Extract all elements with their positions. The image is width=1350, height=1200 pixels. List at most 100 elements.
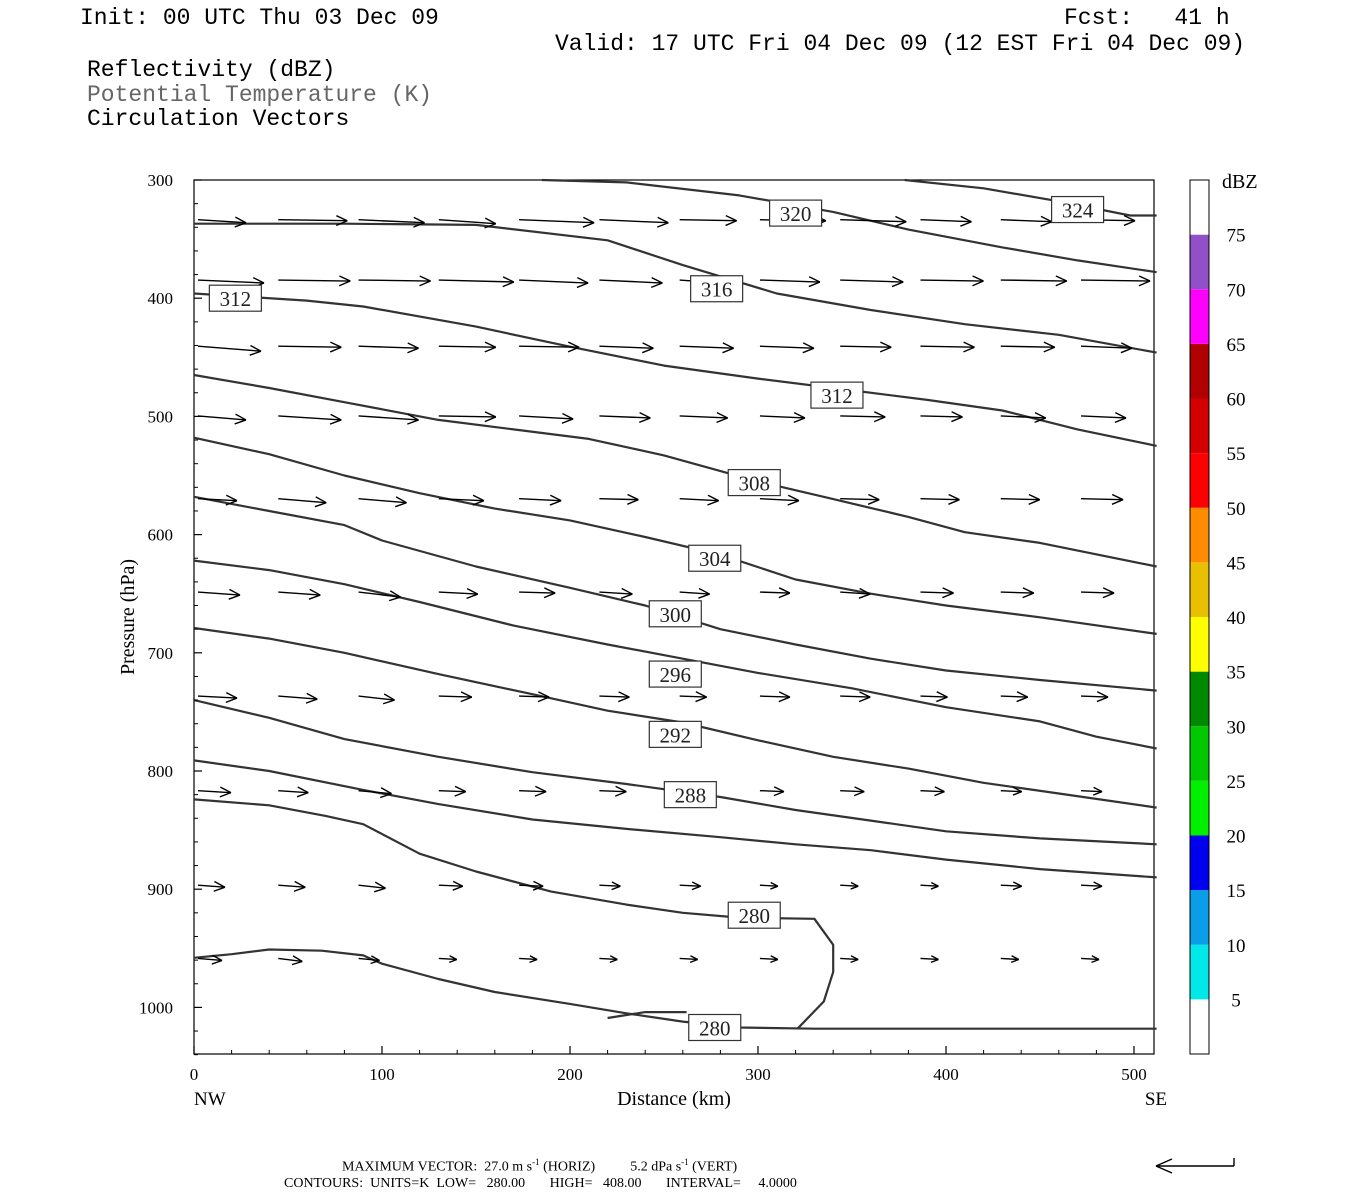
y-tick-label: 800 [148, 762, 174, 781]
colorbar-band [1190, 562, 1209, 617]
circulation-vector [197, 954, 223, 965]
circulation-vector [920, 881, 939, 890]
circulation-vector [278, 275, 351, 287]
x-tick-label: 300 [745, 1065, 771, 1084]
max-vector-line: MAXIMUM VECTOR: 27.0 m s-1 (HORIZ) 5.2 d… [342, 1158, 737, 1175]
contour-label-312: 312 [208, 284, 262, 312]
colorbar-label: 45 [1227, 553, 1246, 574]
vert-unit-exponent: -1 [681, 1157, 689, 1167]
circulation-vector [1081, 493, 1124, 505]
theta-contour-304 [193, 436, 1157, 635]
circulation-vector [197, 216, 247, 228]
circulation-vector [1000, 493, 1041, 505]
colorbar-label: 35 [1227, 663, 1246, 684]
circulation-vector [599, 785, 627, 797]
reference-vector [1155, 1158, 1235, 1174]
theta-contour-284 [193, 759, 1157, 879]
contour-label-280: 280 [688, 1013, 742, 1042]
circulation-vector [840, 691, 871, 703]
theta-contour-280 [193, 798, 835, 1030]
circulation-vector [840, 411, 886, 423]
y-tick-label: 600 [148, 526, 174, 545]
circulation-vector [1000, 411, 1047, 423]
circulation-vector [1081, 691, 1109, 703]
circulation-vector [599, 216, 669, 228]
contour-label-300: 300 [648, 600, 702, 628]
circulation-vector [1000, 691, 1029, 703]
circulation-vector [278, 786, 309, 798]
circulation-vector [1000, 786, 1023, 796]
field-circulation-vectors: Circulation Vectors [87, 106, 350, 132]
init-time: Init: 00 UTC Thu 03 Dec 09 [80, 5, 439, 31]
colorbar-band [1190, 398, 1209, 454]
colorbar-band [1190, 835, 1209, 891]
circulation-vector [1000, 955, 1020, 964]
colorbar-band [1190, 944, 1209, 1000]
svg-text:324: 324 [1062, 199, 1094, 223]
circulation-vector [599, 276, 663, 289]
circulation-vector [679, 881, 701, 891]
colorbar-label: 15 [1227, 881, 1246, 902]
colorbar: 5 10 15 20 25 30 35 40 45 50 55 60 65 70 75 [1189, 179, 1246, 1055]
contour-label-280: 280 [727, 901, 781, 929]
theta-contour-312 [193, 292, 1157, 447]
circulation-vector [358, 413, 419, 425]
circulation-vector [278, 692, 318, 704]
colorbar-band [1190, 453, 1209, 508]
circulation-vector [920, 587, 954, 599]
colorbar-band [1190, 289, 1209, 344]
circulation-vector [759, 276, 821, 288]
theta-contour-280 [193, 948, 1157, 1030]
theta-contour-280 [607, 1010, 687, 1020]
circulation-vector [920, 493, 960, 505]
contour-label-312: 312 [810, 381, 864, 409]
circulation-vector [438, 411, 497, 423]
circulation-vector [920, 786, 945, 797]
theta-contour-296 [193, 559, 1157, 750]
circulation-vector [1000, 341, 1056, 353]
circulation-vector [599, 493, 639, 505]
contour-label-324: 324 [1050, 195, 1105, 224]
x-axis-label: Distance (km) [617, 1088, 731, 1110]
theta-contour-320 [541, 178, 1157, 274]
svg-text:300: 300 [660, 603, 692, 627]
circulation-vector [358, 693, 395, 705]
circulation-vector [197, 494, 238, 506]
colorbar-label: 25 [1227, 772, 1246, 793]
svg-text:288: 288 [675, 784, 707, 808]
svg-text:280: 280 [738, 904, 770, 928]
theta-contour-300 [193, 495, 1157, 692]
circulation-vector [1000, 881, 1023, 891]
circulation-vector [759, 955, 779, 964]
circulation-vector [197, 344, 262, 356]
colorbar-band [1190, 617, 1209, 672]
circulation-vector [358, 955, 380, 965]
circulation-vector [759, 587, 791, 599]
theta-contour-308 [193, 373, 1157, 568]
colorbar-label: 70 [1227, 280, 1246, 301]
circulation-vector [519, 691, 550, 703]
circulation-vector [1080, 955, 1100, 964]
contour-info: CONTOURS: UNITS=K LOW= 280.00 HIGH= 408.… [284, 1176, 797, 1191]
colorbar-label: 40 [1227, 608, 1246, 629]
contour-label-296: 296 [648, 660, 702, 688]
circulation-vector [438, 955, 458, 964]
contour-label-308: 308 [727, 468, 781, 497]
vector-layer [197, 215, 1151, 966]
y-tick-label: 300 [148, 171, 174, 190]
colorbar-band [1190, 671, 1209, 727]
colorbar-band [1190, 999, 1209, 1054]
field-potential-temperature: Potential Temperature (K) [87, 82, 433, 108]
circulation-vector [599, 881, 621, 891]
circulation-vector [278, 588, 321, 600]
circulation-vector [197, 692, 238, 704]
circulation-vector [599, 411, 651, 424]
circulation-vector [679, 342, 734, 354]
colorbar-band [1190, 234, 1209, 290]
colorbar-frame [1189, 179, 1210, 1055]
colorbar-label: 50 [1227, 499, 1246, 520]
circulation-vector [759, 691, 791, 703]
contour-label-292: 292 [648, 720, 702, 748]
colorbar-label: 60 [1227, 390, 1246, 411]
circulation-vector [1081, 411, 1127, 423]
